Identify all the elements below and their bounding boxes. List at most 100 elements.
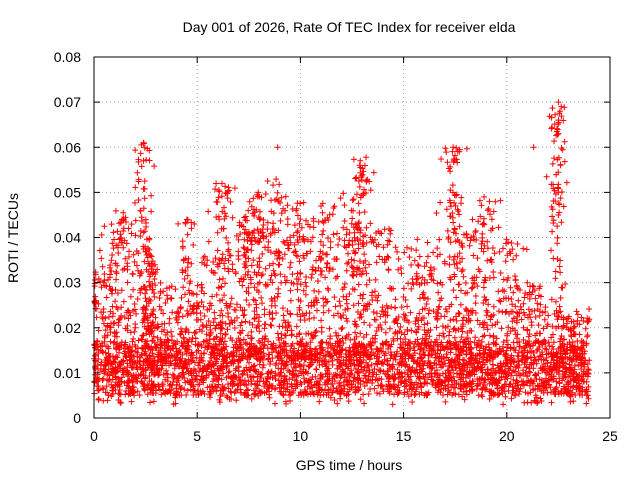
data-point [245,207,252,214]
data-point [520,300,527,307]
data-point [458,287,465,294]
data-point [336,236,343,243]
data-point [327,244,334,251]
data-point [443,149,450,156]
data-point [500,401,507,408]
data-point [500,245,507,252]
data-point [567,398,574,405]
data-point [284,216,291,223]
data-point [392,244,399,251]
data-point [363,224,370,231]
data-point [404,244,411,251]
data-point [141,178,148,185]
data-point [483,307,490,314]
data-point [370,308,377,315]
data-point [138,163,145,170]
data-point [98,231,105,238]
data-point [365,391,372,398]
data-point [450,256,457,263]
data-point [415,262,422,269]
data-point [562,281,569,288]
data-point [498,325,505,332]
data-point [486,198,493,205]
data-point [306,315,313,322]
data-point [489,361,496,368]
data-point [313,327,320,334]
data-point [512,273,519,280]
data-point [485,205,492,212]
data-point [371,316,378,323]
data-point [198,281,205,288]
data-point [129,270,136,277]
data-point [450,316,457,323]
data-point [169,309,176,316]
data-point [115,349,122,356]
data-point [269,316,276,323]
data-point [259,271,266,278]
data-point [258,294,265,301]
data-point [404,303,411,310]
data-point [549,228,556,235]
data-point [507,284,514,291]
data-point [135,197,142,204]
data-point [337,302,344,309]
data-point [424,253,431,260]
data-point [231,185,238,192]
data-point [480,220,487,227]
data-point [132,217,139,224]
data-point [360,291,367,298]
data-point [188,219,195,226]
data-point [108,221,115,228]
data-point [115,250,122,257]
data-point [98,255,105,262]
data-point [340,293,347,300]
data-point [561,158,568,165]
data-point [211,315,218,322]
data-point [472,300,479,307]
data-point [272,376,279,383]
data-point [276,323,283,330]
data-point [216,276,223,283]
data-point [268,322,275,329]
data-point [369,289,376,296]
data-point [247,280,254,287]
data-point [192,335,199,342]
data-point [515,390,522,397]
data-point [446,261,453,268]
data-point [536,312,543,319]
data-point [345,398,352,405]
data-point [442,145,449,152]
data-point [92,293,99,300]
data-point [367,187,374,194]
data-point [379,304,386,311]
y-tick-label: 0.03 [54,275,81,291]
data-point [140,157,147,164]
data-point [450,144,457,151]
data-point [222,331,229,338]
data-point [490,303,497,310]
data-point [523,246,530,253]
data-point [460,388,467,395]
data-point [463,145,470,152]
data-point [233,397,240,404]
data-point [182,291,189,298]
data-point [200,323,207,330]
data-point [252,368,259,375]
data-point [489,244,496,251]
data-point [267,321,274,328]
data-point [286,264,293,271]
data-point [472,334,479,341]
data-point [542,345,549,352]
data-point [586,305,593,312]
data-point [554,223,561,230]
data-point [513,282,520,289]
data-point [552,268,559,275]
data-point [502,376,509,383]
data-point [420,373,427,380]
data-point [555,99,562,106]
data-point [356,209,363,216]
data-point [214,229,221,236]
data-point [216,372,223,379]
data-point [247,335,254,342]
data-point [128,398,135,405]
